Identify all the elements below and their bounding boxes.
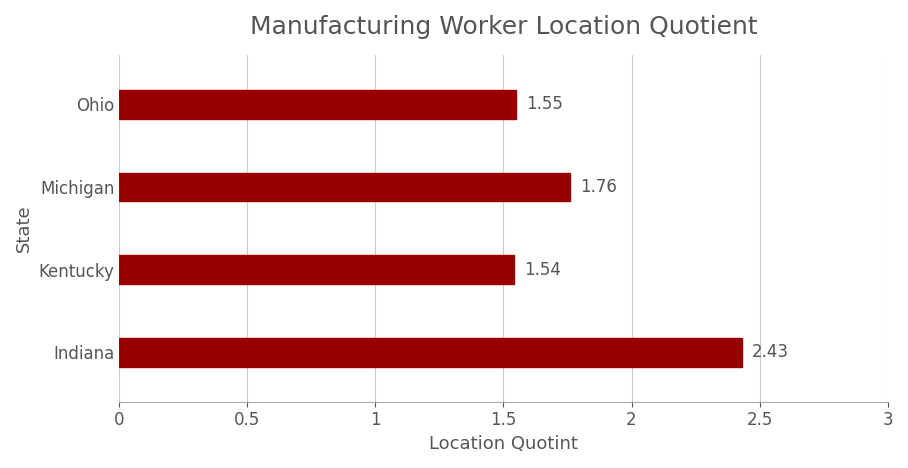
Y-axis label: State: State [15, 205, 33, 252]
Title: Manufacturing Worker Location Quotient: Manufacturing Worker Location Quotient [250, 15, 757, 39]
Bar [119, 90, 517, 119]
X-axis label: Location Quotint: Location Quotint [429, 435, 577, 453]
Bar [119, 338, 742, 366]
Text: 1.54: 1.54 [524, 261, 561, 278]
Text: 1.55: 1.55 [527, 95, 564, 113]
Text: 1.76: 1.76 [580, 178, 617, 196]
Text: 2.43: 2.43 [752, 343, 789, 361]
Bar [119, 173, 570, 201]
Bar [119, 255, 514, 284]
